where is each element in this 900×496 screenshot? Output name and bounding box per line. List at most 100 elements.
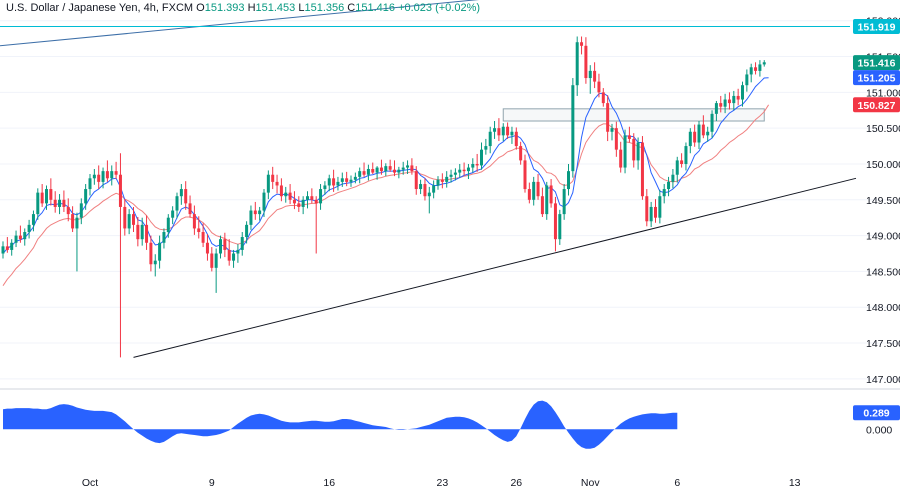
- candle-body: [97, 174, 101, 182]
- candle-body: [45, 189, 48, 204]
- candle-body: [475, 163, 479, 166]
- candle-body: [632, 138, 636, 161]
- x-tick-label: 13: [789, 477, 801, 489]
- candle-body: [758, 64, 762, 71]
- oscillator-area: [3, 400, 678, 449]
- candle-body: [105, 171, 109, 179]
- candle-body: [275, 181, 279, 186]
- candle-body: [284, 192, 288, 197]
- candle-body: [727, 99, 731, 104]
- candle-body: [62, 199, 66, 207]
- candle-body: [210, 253, 214, 268]
- candle-body: [553, 203, 557, 240]
- candle-body: [301, 199, 305, 207]
- candle-body: [353, 176, 357, 180]
- candle-body: [27, 224, 31, 233]
- candle-body: [288, 192, 292, 200]
- osc-label-bg: [853, 405, 900, 421]
- chart-header: U.S. Dollar / Japanese Yen, 4h, FXCM O15…: [6, 2, 480, 14]
- candle-body: [471, 163, 475, 168]
- candle-body: [31, 214, 35, 225]
- candle-body: [132, 214, 135, 225]
- candle-body: [53, 199, 57, 207]
- candle-body: [127, 214, 131, 229]
- candle-body: [545, 185, 549, 215]
- candle-body: [523, 160, 527, 190]
- candle-body: [362, 171, 366, 175]
- candle-body: [388, 166, 392, 170]
- candle-body: [323, 185, 327, 190]
- candle-body: [558, 214, 562, 240]
- high-value: 151.453: [255, 2, 296, 14]
- candle-body: [371, 168, 375, 173]
- candle-body: [66, 206, 70, 215]
- x-tick-label: 9: [209, 477, 215, 489]
- candle-body: [745, 74, 749, 86]
- price-label-text: 151.919: [858, 22, 896, 34]
- candle-body: [623, 135, 627, 168]
- candle-body: [171, 210, 175, 218]
- price-label-bg: [853, 70, 900, 86]
- price-labels: 151.919 151.416 151.205 150.827 0.289: [853, 19, 900, 421]
- y-tick-label: 151.000: [866, 87, 900, 99]
- candle-body: [258, 210, 262, 215]
- candle-body: [710, 113, 714, 132]
- candles: [1, 36, 766, 358]
- candle-body: [519, 146, 523, 161]
- candle-body: [601, 92, 605, 104]
- candle-body: [532, 181, 536, 200]
- candle-body: [88, 178, 92, 190]
- candle-body: [379, 167, 383, 172]
- candle-body: [71, 214, 75, 229]
- candle-body: [58, 199, 62, 207]
- price-label-text: 151.205: [858, 73, 896, 85]
- candle-body: [214, 253, 218, 268]
- candle-body: [619, 149, 623, 168]
- candle-body: [314, 199, 318, 204]
- candle-body: [514, 131, 518, 147]
- candle-body: [358, 171, 362, 177]
- candle-body: [406, 165, 410, 168]
- candle-body: [414, 171, 418, 190]
- open-value: 151.393: [204, 2, 245, 14]
- y-tick-label: 149.500: [866, 195, 900, 207]
- candle-body: [497, 128, 501, 136]
- candle-body: [549, 185, 553, 204]
- candle-body: [18, 235, 22, 240]
- candle-body: [49, 189, 53, 200]
- candle-body: [201, 232, 205, 243]
- candle-body: [567, 171, 570, 190]
- candle-body: [636, 142, 640, 161]
- candle-body: [205, 242, 209, 254]
- candle-body: [310, 196, 314, 200]
- supply-zone: [502, 108, 765, 122]
- candle-body: [662, 189, 666, 197]
- candle-body: [649, 206, 653, 222]
- candle-body: [627, 135, 631, 139]
- candle-body: [14, 235, 18, 243]
- candle-body: [427, 192, 431, 197]
- candle-body: [149, 242, 153, 265]
- candle-body: [292, 199, 296, 204]
- candle-body: [327, 178, 331, 186]
- candle-body: [84, 189, 88, 204]
- candle-body: [279, 185, 283, 197]
- candle-body: [253, 210, 257, 215]
- y-tick-label: 150.500: [866, 123, 900, 135]
- candle-body: [136, 224, 140, 240]
- candle-body: [493, 128, 497, 132]
- candle-body: [166, 217, 170, 233]
- candle-body: [749, 67, 753, 75]
- candle-body: [306, 196, 309, 200]
- candle-body: [614, 128, 618, 150]
- candle-body: [688, 131, 692, 147]
- candle-body: [736, 95, 740, 100]
- candle-body: [645, 196, 649, 222]
- candle-body: [697, 124, 701, 143]
- close-value: 151.416: [355, 2, 396, 14]
- axes: 152.000151.500151.000150.500150.000149.5…: [82, 16, 900, 489]
- low-value: 151.356: [304, 2, 345, 14]
- candle-body: [114, 171, 118, 175]
- candle-body: [5, 246, 9, 250]
